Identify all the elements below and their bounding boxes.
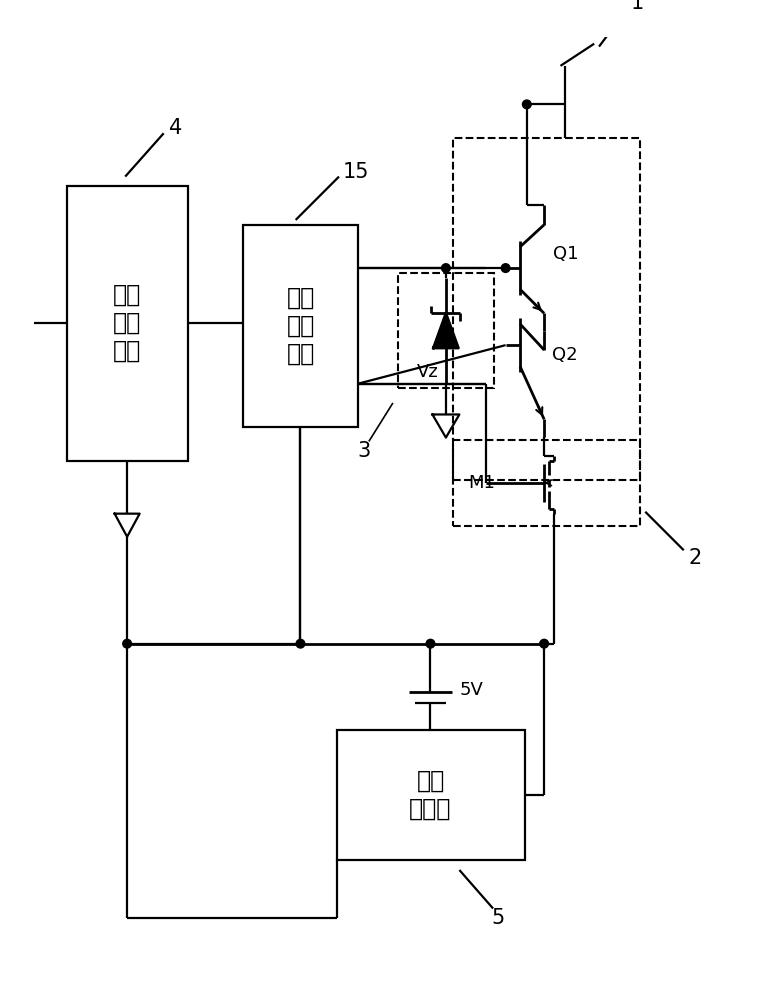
Circle shape (540, 639, 548, 648)
Text: Vz: Vz (417, 363, 438, 381)
Bar (453, 440, 640, 526)
Text: 5: 5 (491, 908, 504, 928)
Circle shape (522, 100, 531, 109)
Circle shape (426, 639, 435, 648)
Circle shape (501, 264, 510, 272)
Circle shape (442, 264, 450, 272)
Polygon shape (433, 313, 458, 348)
Text: 15: 15 (343, 162, 370, 182)
Text: 5V: 5V (459, 681, 483, 699)
Circle shape (123, 639, 131, 648)
Text: 负压
电荷泵: 负压 电荷泵 (409, 769, 452, 821)
Text: M1: M1 (468, 474, 495, 492)
Circle shape (296, 639, 305, 648)
Bar (337, 730, 525, 860)
Text: 3: 3 (357, 441, 371, 461)
Bar (242, 225, 358, 427)
Text: Q1: Q1 (553, 245, 578, 263)
Bar (398, 273, 494, 388)
Text: 电平
转换
单元: 电平 转换 单元 (113, 283, 142, 363)
Text: 2: 2 (689, 548, 702, 568)
Text: Q2: Q2 (553, 346, 578, 364)
Text: 4: 4 (169, 118, 182, 138)
Bar (67, 186, 188, 461)
Text: 1: 1 (631, 0, 644, 13)
Text: 信号
处理
单元: 信号 处理 单元 (286, 286, 314, 366)
Bar (453, 138, 640, 480)
